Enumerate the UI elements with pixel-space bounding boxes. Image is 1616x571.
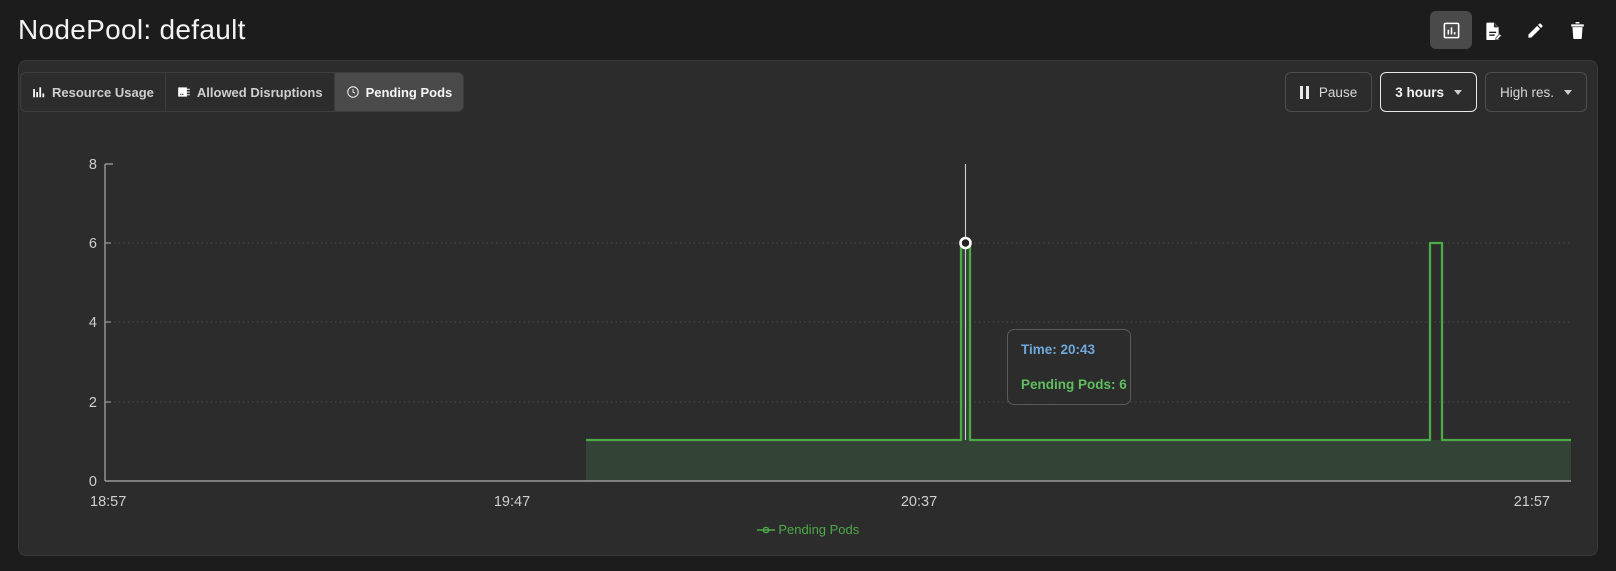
svg-text:20:37: 20:37 [901, 494, 937, 510]
svg-text:21:57: 21:57 [1514, 494, 1550, 510]
svg-text:6: 6 [89, 236, 97, 252]
svg-text:19:47: 19:47 [494, 494, 530, 510]
svg-text:18:57: 18:57 [90, 494, 126, 510]
svg-text:0: 0 [89, 474, 97, 490]
svg-text:2: 2 [89, 395, 97, 411]
svg-text:4: 4 [89, 315, 97, 331]
svg-text:8: 8 [89, 157, 97, 173]
